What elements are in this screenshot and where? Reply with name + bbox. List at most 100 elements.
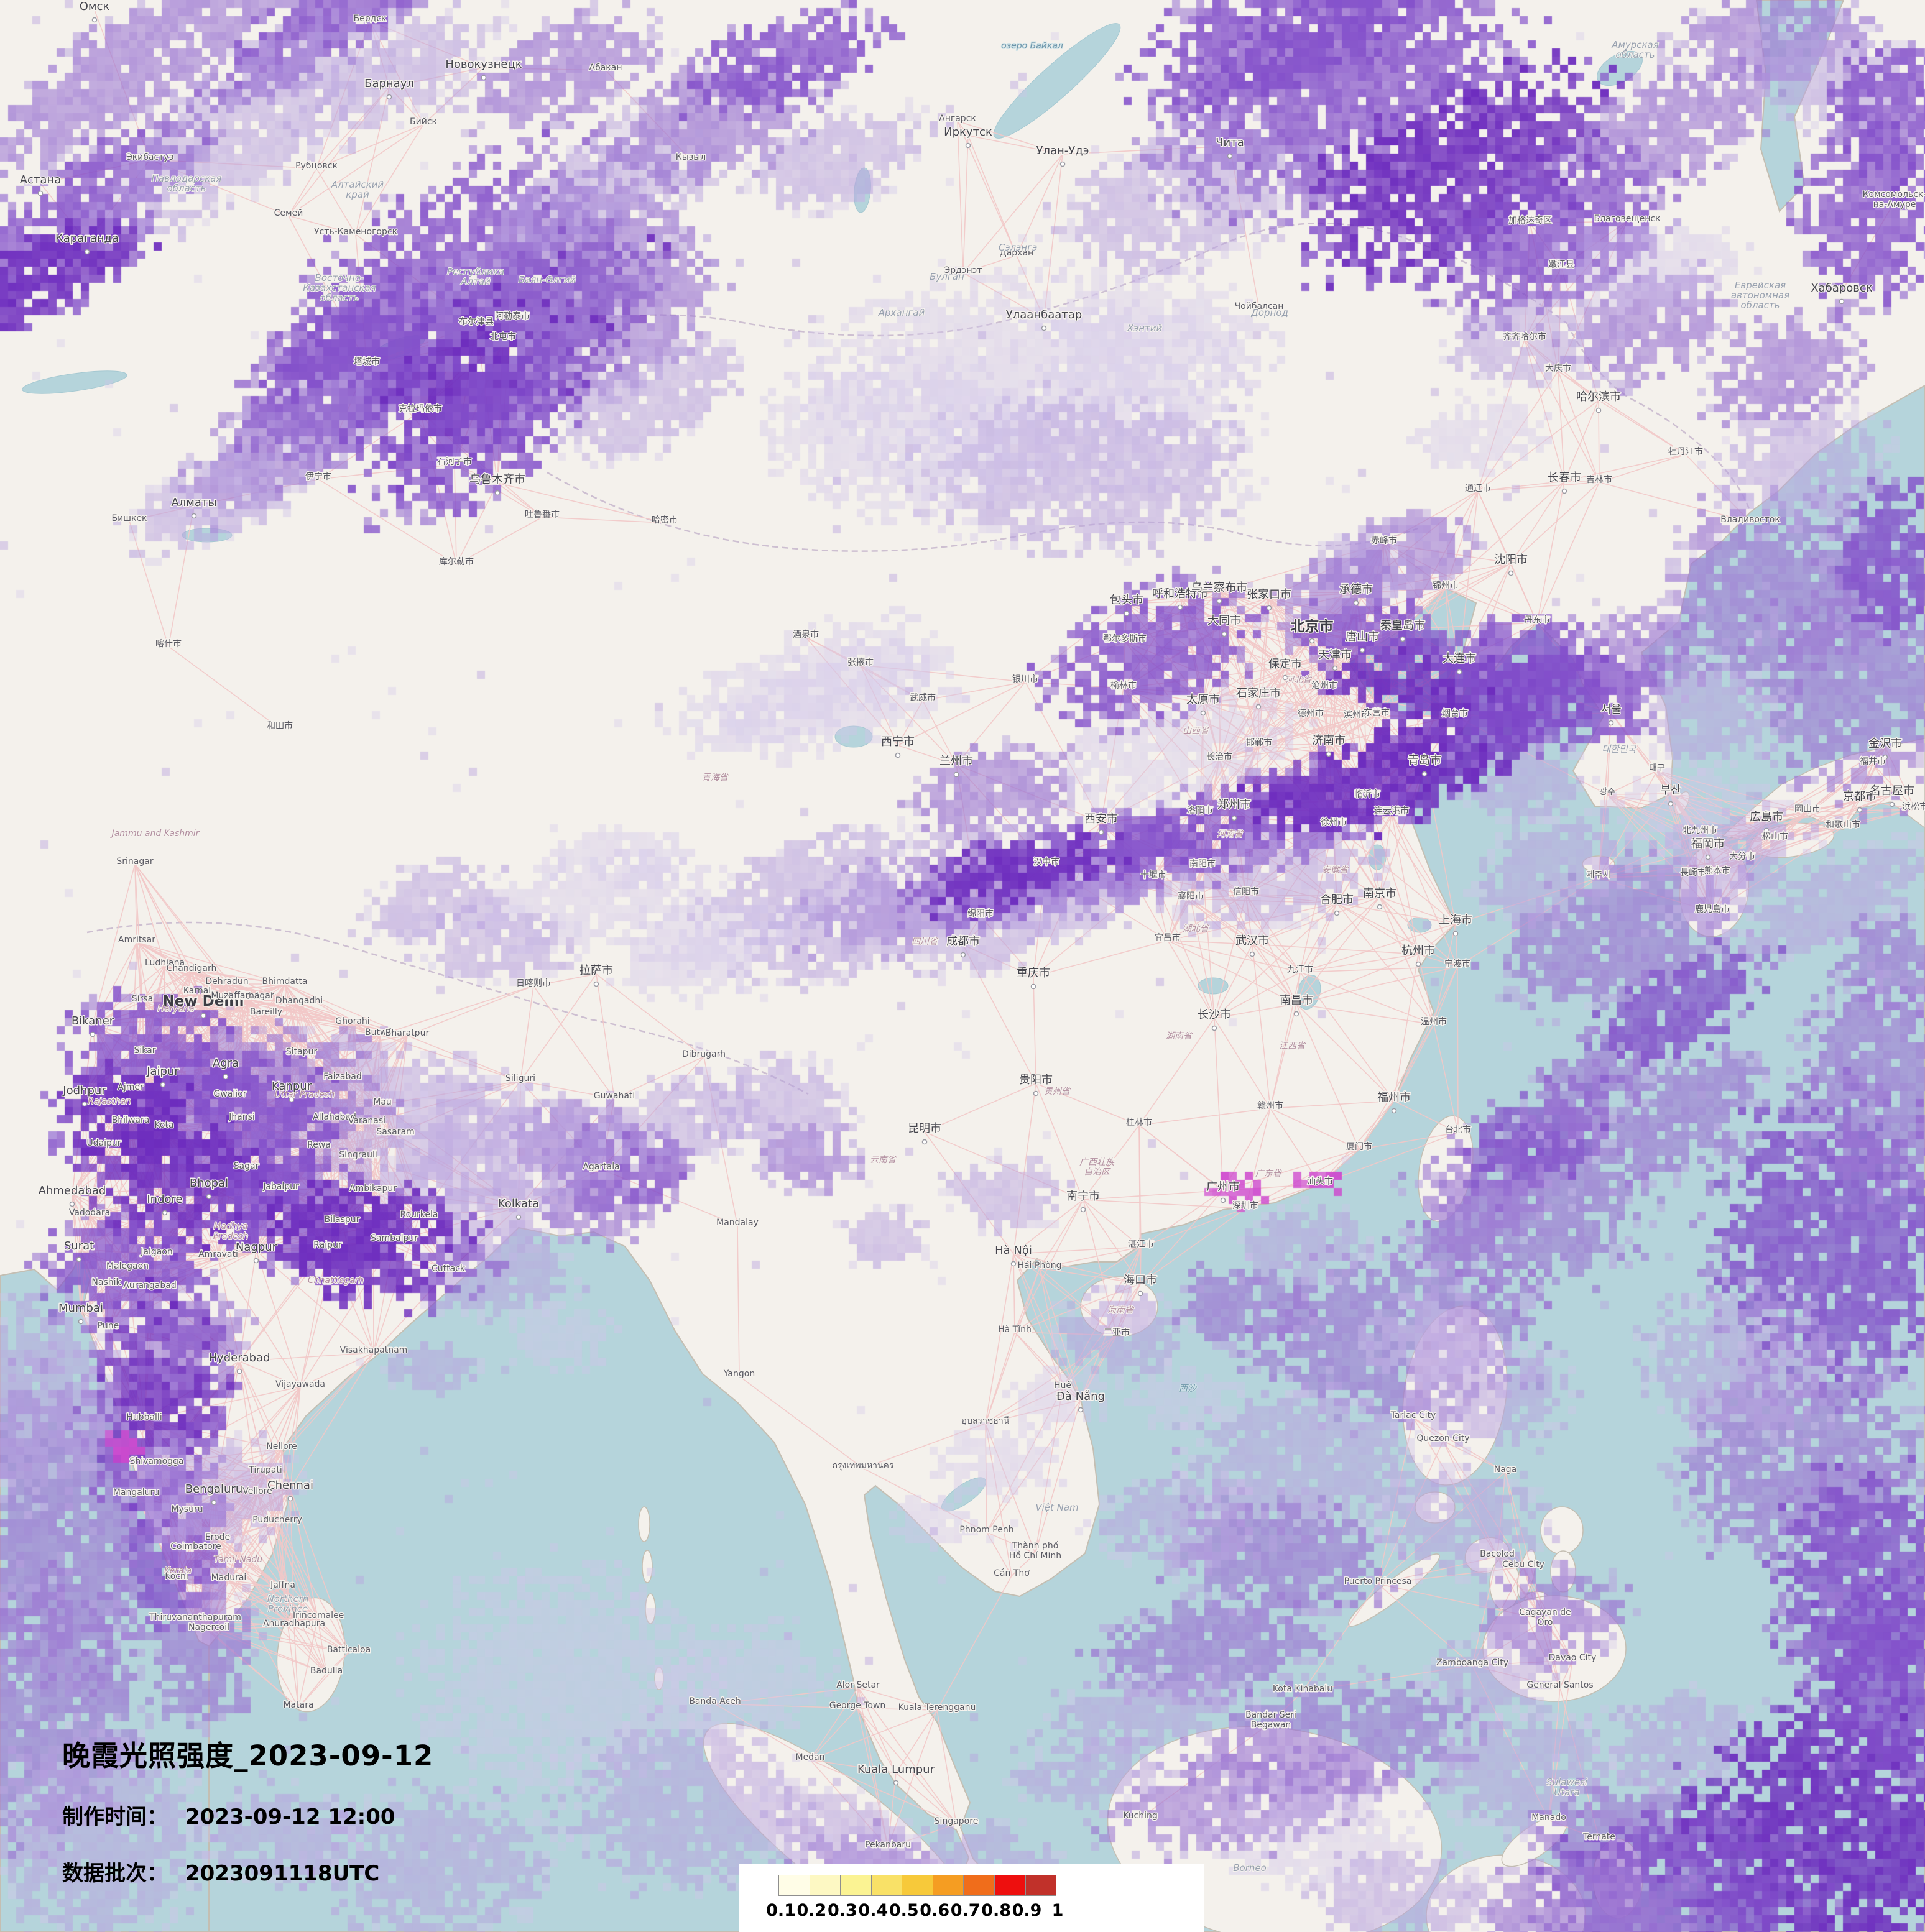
map-city-label: Bhopal bbox=[190, 1177, 228, 1190]
map-city-label: Чита bbox=[1216, 136, 1244, 149]
map-city-label: 嫩江县 bbox=[1548, 260, 1574, 270]
map-city-label: 汕头市 bbox=[1307, 1176, 1333, 1187]
map-region-label: Tamil Nadu bbox=[214, 1555, 262, 1565]
map-region-label: 青海省 bbox=[702, 773, 729, 783]
map-city-label: Благовещенск bbox=[1594, 214, 1660, 224]
map-city-label: Иркутск bbox=[944, 126, 992, 139]
map-region-label: Еврейская автономная область bbox=[1731, 280, 1789, 311]
map-city-label: 乌兰察布市 bbox=[1191, 581, 1247, 594]
map-city-label: Bikaner bbox=[72, 1014, 114, 1028]
map-city-label: Kota bbox=[154, 1120, 173, 1130]
map-city-label: 日喀则市 bbox=[516, 978, 551, 988]
map-city-label: Malegaon bbox=[106, 1261, 149, 1271]
map-region-label: 广东省 bbox=[1255, 1169, 1283, 1179]
map-city-label: Jodhpur bbox=[62, 1084, 106, 1097]
map-city-label: Raipur bbox=[313, 1240, 342, 1250]
map-city-label: Surat bbox=[64, 1240, 94, 1253]
map-city-label: 济南市 bbox=[1312, 734, 1346, 747]
legend-swatch bbox=[994, 1875, 1025, 1895]
map-city-label: Naga bbox=[1494, 1465, 1517, 1474]
map-city-label: Vijayawada bbox=[275, 1379, 325, 1389]
map-city-label: Барнаул bbox=[364, 77, 414, 90]
map-city-label: 大同市 bbox=[1207, 614, 1241, 627]
map-city-label: Sasaram bbox=[376, 1127, 414, 1137]
map-city-label: 太原市 bbox=[1186, 693, 1220, 706]
map-city-label: Zamboanga City bbox=[1436, 1658, 1508, 1668]
legend-value: 0.9 bbox=[1012, 1901, 1042, 1920]
map-city-label: 杭州市 bbox=[1401, 944, 1435, 957]
map-city-label: 宁波市 bbox=[1444, 959, 1470, 969]
legend-swatch bbox=[779, 1875, 810, 1895]
map-city-label: 徐州市 bbox=[1321, 817, 1347, 827]
map-sea-label: озеро Байкал bbox=[1001, 41, 1063, 51]
map-city-label: 临沂市 bbox=[1354, 789, 1380, 799]
map-region-label: Jammu and Kashmir bbox=[110, 829, 200, 839]
map-city-label: Астана bbox=[20, 173, 62, 186]
map-city-label: Tirupati bbox=[248, 1465, 282, 1475]
map-city-label: 上海市 bbox=[1439, 914, 1472, 927]
map-city-label: Sitapur bbox=[286, 1047, 318, 1057]
map-region-label: Việt Nam bbox=[1035, 1502, 1078, 1513]
map-city-label: Комсомольск-на-Амуре bbox=[1863, 190, 1925, 209]
map-city-label: 昆明市 bbox=[908, 1122, 941, 1135]
map-city-label: 长治市 bbox=[1206, 752, 1232, 762]
map-city-label: Bacolod bbox=[1480, 1549, 1515, 1559]
map-city-label: 福州市 bbox=[1377, 1091, 1411, 1104]
map-city-label: Indore bbox=[147, 1193, 182, 1206]
map-city-label: Agra bbox=[213, 1057, 239, 1070]
map-city-label: Чойбалсан bbox=[1235, 301, 1284, 311]
map-city-label: Ghorahi bbox=[335, 1016, 369, 1026]
map-city-label: 京都市 bbox=[1843, 790, 1877, 803]
map-city-label: Хабаровск bbox=[1811, 282, 1872, 295]
map-city-label: 北京市 bbox=[1291, 618, 1334, 635]
map-city-label: Ahmedabad bbox=[39, 1184, 106, 1197]
map-city-label: Дархан bbox=[1000, 248, 1033, 258]
map-city-label: 南阳市 bbox=[1189, 858, 1216, 869]
map-region-label: Northern Province bbox=[267, 1593, 309, 1614]
map-region-label: Амурская область bbox=[1611, 39, 1659, 60]
map-city-label: 承德市 bbox=[1339, 583, 1373, 596]
legend-panel: 0.1 0.2 0.3 0.4 0.5 0.6 0.7 0.8 0.9 1 bbox=[739, 1864, 1204, 1932]
map-city-label: Pekanbaru bbox=[865, 1840, 911, 1850]
map-city-label: Cuttack bbox=[432, 1264, 466, 1274]
map-city-label: Singapore bbox=[935, 1816, 979, 1826]
map-city-label: Nashik bbox=[91, 1277, 121, 1287]
map-city-label: Бишкек bbox=[111, 513, 147, 523]
map-city-label: 十堰市 bbox=[1140, 870, 1166, 880]
map-city-label: Новокузнецк bbox=[445, 58, 522, 71]
map-city-label: Экибастуз bbox=[126, 152, 173, 162]
map-city-label: Ангарск bbox=[939, 114, 976, 124]
map-city-label: 광주 bbox=[1599, 787, 1615, 797]
map-city-label: Anuradhapura bbox=[263, 1619, 325, 1629]
map-region-label: Chhattisgarh bbox=[308, 1276, 364, 1286]
map-city-label: 张掖市 bbox=[847, 657, 874, 668]
map-city-label: 布尔津县 bbox=[459, 317, 494, 327]
map-city-label: Coimbatore bbox=[170, 1542, 221, 1552]
map-city-label: 赤峰市 bbox=[1371, 535, 1397, 546]
place-labels: Омск Бердск Новокузнецк Барнаул Бийск Рубцовс… bbox=[19, 0, 1925, 1874]
map-region-label: Borneo bbox=[1233, 1862, 1267, 1874]
map-city-label: Омск bbox=[80, 0, 110, 13]
map-city-label: Singrauli bbox=[339, 1150, 377, 1160]
map-city-label: Visakhapatnam bbox=[340, 1345, 408, 1355]
map-city-label: Sikar bbox=[134, 1046, 156, 1056]
map-city-label: Hyderabad bbox=[209, 1351, 270, 1364]
map-city-label: 连云港市 bbox=[1374, 806, 1409, 816]
map-city-label: Puerto Princesa bbox=[1344, 1576, 1412, 1586]
map-city-label: Manado bbox=[1531, 1813, 1566, 1823]
map-city-label: 広島市 bbox=[1750, 811, 1783, 824]
map-city-label: Nagercoil bbox=[188, 1622, 229, 1632]
map-city-label: 南宁市 bbox=[1066, 1190, 1100, 1203]
map-region-label: Sulawesi Utara bbox=[1546, 1777, 1588, 1798]
made-time-value: 2023-09-12 12:00 bbox=[185, 1805, 395, 1829]
map-city-label: 牡丹江市 bbox=[1668, 446, 1703, 457]
map-city-label: Varanasi bbox=[348, 1116, 385, 1126]
map-city-label: 长沙市 bbox=[1198, 1008, 1231, 1021]
map-city-label: 塔城市 bbox=[354, 356, 380, 367]
map-city-label: 松山市 bbox=[1762, 831, 1788, 842]
map-city-label: Quezon City bbox=[1416, 1433, 1469, 1443]
map-city-label: Bareilly bbox=[250, 1007, 282, 1017]
map-region-label: 河南省 bbox=[1217, 829, 1244, 839]
map-city-label: Hà Nội bbox=[995, 1244, 1032, 1257]
map-city-label: 拉萨市 bbox=[579, 964, 613, 977]
